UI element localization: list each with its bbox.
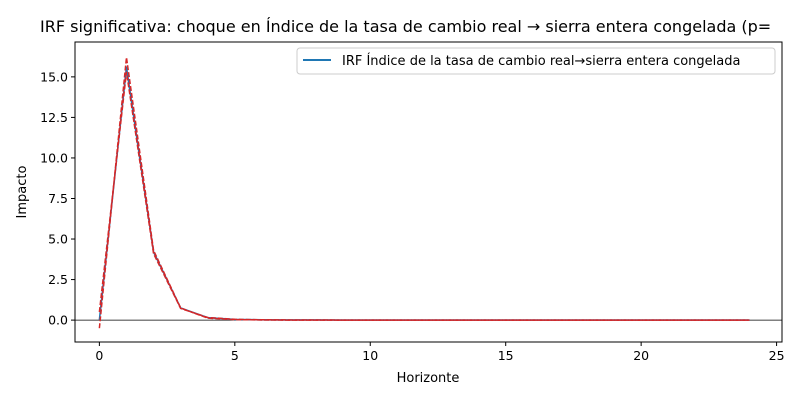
y-tick-label: 7.5: [48, 191, 68, 206]
y-axis-label: Impacto: [15, 166, 30, 219]
legend: IRF Índice de la tasa de cambio real→sie…: [296, 47, 776, 75]
x-axis-ticks: 0 5 10 15 20 25: [95, 342, 785, 363]
y-axis-ticks: 0.0 2.5 5.0 7.5 10.0 12.5 15.0: [40, 69, 75, 328]
x-tick-label: 25: [769, 348, 785, 363]
chart-title: IRF significativa: choque en Índice de l…: [40, 17, 771, 36]
x-tick-label: 10: [362, 348, 378, 363]
series-group: [98, 56, 750, 329]
x-tick-label: 20: [633, 348, 649, 363]
y-tick-label: 10.0: [40, 150, 68, 165]
y-tick-label: 12.5: [40, 110, 68, 125]
series-line-2: [98, 71, 750, 321]
x-tick-label: 5: [231, 348, 239, 363]
x-tick-label: 15: [498, 348, 514, 363]
legend-box: [296, 47, 776, 75]
y-tick-label: 15.0: [40, 69, 68, 84]
x-axis-label: Horizonte: [397, 371, 460, 386]
plot-area: [74, 41, 783, 343]
y-tick-label: 5.0: [48, 232, 68, 247]
legend-entry-label: IRF Índice de la tasa de cambio real→sie…: [342, 53, 740, 69]
plot-border: [74, 41, 783, 343]
plot-frame: [75, 42, 782, 342]
y-tick-label: 0.0: [48, 313, 68, 328]
x-tick-label: 0: [95, 348, 103, 363]
y-tick-label: 2.5: [48, 272, 68, 287]
